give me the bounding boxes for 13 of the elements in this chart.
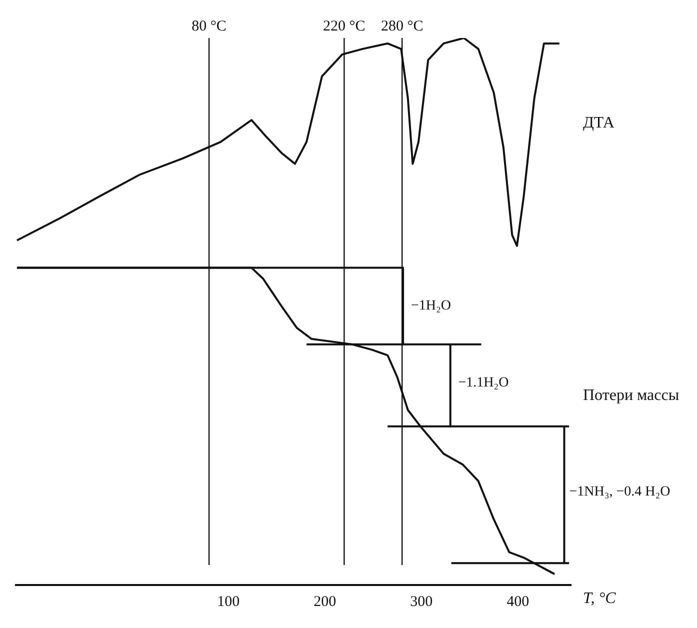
annotation: −1.1H₂O [458,375,509,390]
x-tick-label: 300 [410,594,433,610]
x-tick-label: 100 [217,594,240,610]
x-tick-label: 200 [314,594,336,610]
text: ДТА [583,114,615,132]
ref-line-label: 80 °C [192,18,226,34]
annotation: −1NH₃, −0.4 H₂O [569,484,670,500]
ref-line-label: 280 °C [380,18,424,34]
ref-line-label: 220 °C [323,18,366,34]
annotation: −1H₂O [410,298,451,314]
text: Потери массы [583,387,680,404]
x-axis-title: T, °C [583,590,616,608]
x-tick-label: 400 [506,594,530,610]
